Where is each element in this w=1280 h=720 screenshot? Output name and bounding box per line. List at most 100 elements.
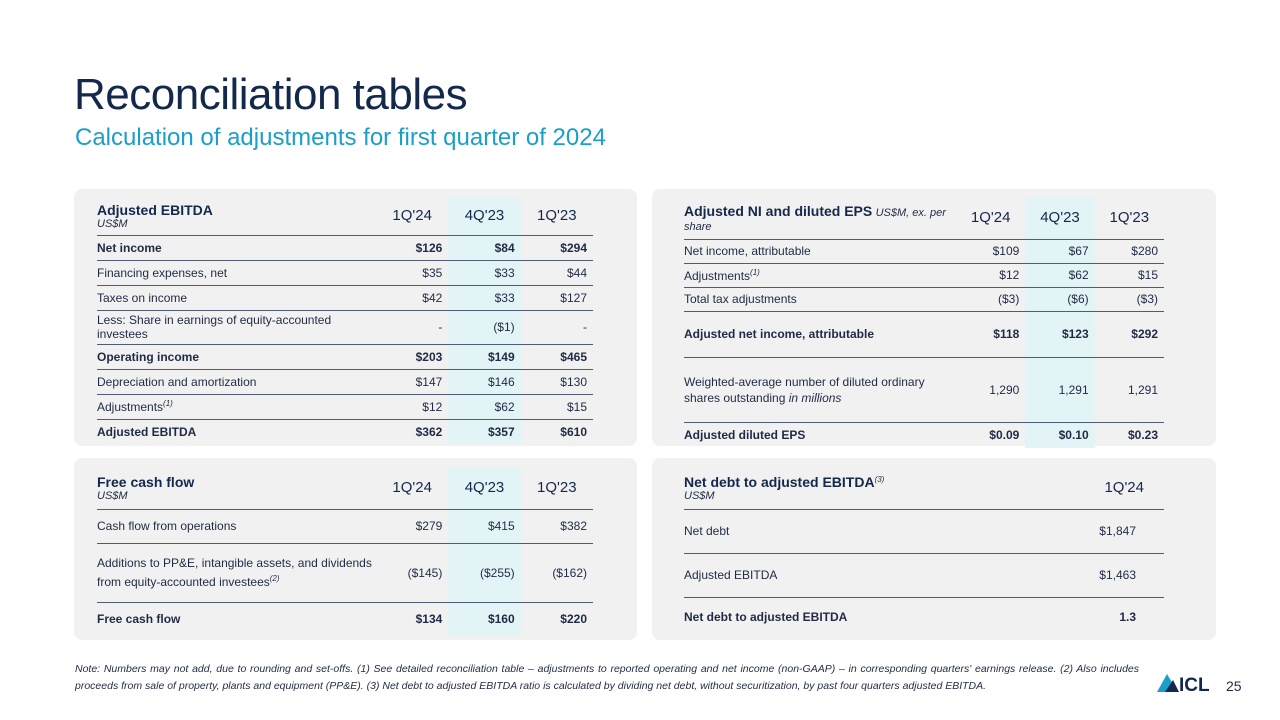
table-unit: US$M, ex. per share [684,206,946,233]
cell-value: 1,291 [1094,357,1164,423]
table-row: Adjusted EBITDA $362 $357 $610 [97,419,593,444]
table-title: Net debt to adjusted EBITDA [684,473,875,490]
table-row: Total tax adjustments ($3) ($6) ($3) [684,287,1164,312]
column-header: 4Q'23 [1025,197,1095,240]
cell-value: $12 [956,263,1026,288]
cell-value: $84 [448,235,521,261]
table-row: Taxes on income $42 $33 $127 [97,285,593,311]
cell-value: $62 [448,394,521,420]
row-label: Taxes on income [97,285,376,311]
table-row: Additions to PP&E, intangible assets, an… [97,543,593,603]
row-label: Net income, attributable [684,239,956,264]
adjusted-ni-eps-table: Adjusted NI and diluted EPS US$M, ex. pe… [684,197,1164,448]
cell-value: $149 [448,344,521,370]
cell-value: $33 [448,260,521,286]
cell-value: $42 [376,285,449,311]
cell-value: - [376,310,449,345]
adjusted-ebitda-table: Adjusted EBITDA US$M 1Q'24 4Q'23 1Q'23 N… [97,197,593,444]
row-label: Adjustments [684,268,751,283]
table-row: Net income, attributable $109 $67 $280 [684,239,1164,264]
footnote-marker: (1) [163,399,173,408]
row-label: Operating income [97,344,376,370]
column-header: 1Q'23 [520,467,593,510]
cell-value: $279 [376,509,449,544]
table-row: Adjusted net income, attributable $118 $… [684,311,1164,358]
table-row: Depreciation and amortization $147 $146 … [97,369,593,395]
cell-value: $118 [956,311,1026,358]
cell-value: $147 [376,369,449,395]
row-label: Net debt [684,509,1044,554]
row-label: Adjusted diluted EPS [684,428,806,443]
cell-value: $220 [560,612,587,627]
table-row: Free cash flow $134 $160 $220 [97,602,593,636]
cell-value: $126 [376,235,449,261]
table-row: Cash flow from operations $279 $415 $382 [97,509,593,544]
cell-value: $0.23 [1127,428,1158,443]
cell-value: $357 [448,419,521,444]
cell-value: $44 [520,260,593,286]
cell-value: 1,291 [1025,357,1095,423]
free-cash-flow-table: Free cash flow US$M 1Q'24 4Q'23 1Q'23 Ca… [97,467,593,636]
table-row: Financing expenses, net $35 $33 $44 [97,260,593,286]
cell-value: $415 [448,509,521,544]
page-title: Reconciliation tables [74,70,468,119]
cell-value: 1.3 [1119,610,1136,625]
footnote-marker: (1) [750,267,760,277]
column-header: 1Q'23 [1094,197,1164,240]
table-title: Adjusted EBITDA [97,201,213,218]
cell-value: $292 [1094,311,1164,358]
row-label: Adjustments [97,400,164,414]
table-row: Less: Share in earnings of equity-accoun… [97,310,593,345]
cell-value: $127 [520,285,593,311]
cell-value: $146 [448,369,521,395]
net-debt-table: Net debt to adjusted EBITDA(3) US$M 1Q'2… [684,467,1164,637]
cell-value: $1,847 [1043,509,1164,554]
column-header: 1Q'23 [520,197,593,236]
table-row: Net income $126 $84 $294 [97,235,593,261]
table-row: Operating income $203 $149 $465 [97,344,593,370]
footnote-marker: (2) [269,574,280,583]
table-row: Adjustments(1) $12 $62 $15 [97,394,593,420]
row-label: Adjusted net income, attributable [684,311,956,358]
footnote: Note: Numbers may not add, due to roundi… [75,663,1139,692]
row-label: Financing expenses, net [97,260,376,286]
column-header: 4Q'23 [448,197,521,236]
cell-value: $294 [520,235,593,261]
cell-value: ($1) [448,310,521,345]
cell-value: $123 [1025,311,1095,358]
cell-value: ($3) [956,287,1026,312]
cell-value: $15 [520,394,593,420]
column-header: 1Q'24 [376,197,449,236]
row-label: Additions to PP&E, intangible assets, an… [97,556,372,589]
cell-value: $12 [376,394,449,420]
row-label: Less: Share in earnings of equity-accoun… [97,310,376,345]
page-number: 25 [1226,678,1242,694]
cell-value: $610 [560,424,587,439]
table-row: Adjustments(1) $12 $62 $15 [684,263,1164,288]
cell-value: ($255) [448,543,521,603]
table-title: Free cash flow [97,473,195,490]
cell-value: $362 [415,424,443,439]
cell-value: $15 [1094,263,1164,288]
table-row: Net debt $1,847 [684,509,1164,554]
icl-logo: ICL [1157,670,1217,696]
cell-value: ($3) [1094,287,1164,312]
table-title: Adjusted NI and diluted EPS [684,202,873,219]
cell-value: - [520,310,593,345]
row-label: Total tax adjustments [684,287,956,312]
cell-value: ($162) [520,543,593,603]
table-unit: US$M [684,489,715,502]
row-label: Free cash flow [97,612,181,627]
cell-value: $382 [520,509,593,544]
cell-value: $203 [376,344,449,370]
icl-logo-mark: ICL [1157,674,1210,696]
table-unit: US$M [97,217,128,230]
table-row: Adjusted diluted EPS $0.09 $0.10 $0.23 [684,422,1164,448]
row-label: Weighted-average number of diluted ordin… [684,374,925,405]
row-label: Net debt to adjusted EBITDA [684,610,848,625]
column-header: 1Q'24 [956,197,1026,240]
cell-value: ($145) [376,543,449,603]
cell-value: ($6) [1025,287,1095,312]
cell-value: $62 [1025,263,1095,288]
column-header: 1Q'24 [1043,467,1164,510]
